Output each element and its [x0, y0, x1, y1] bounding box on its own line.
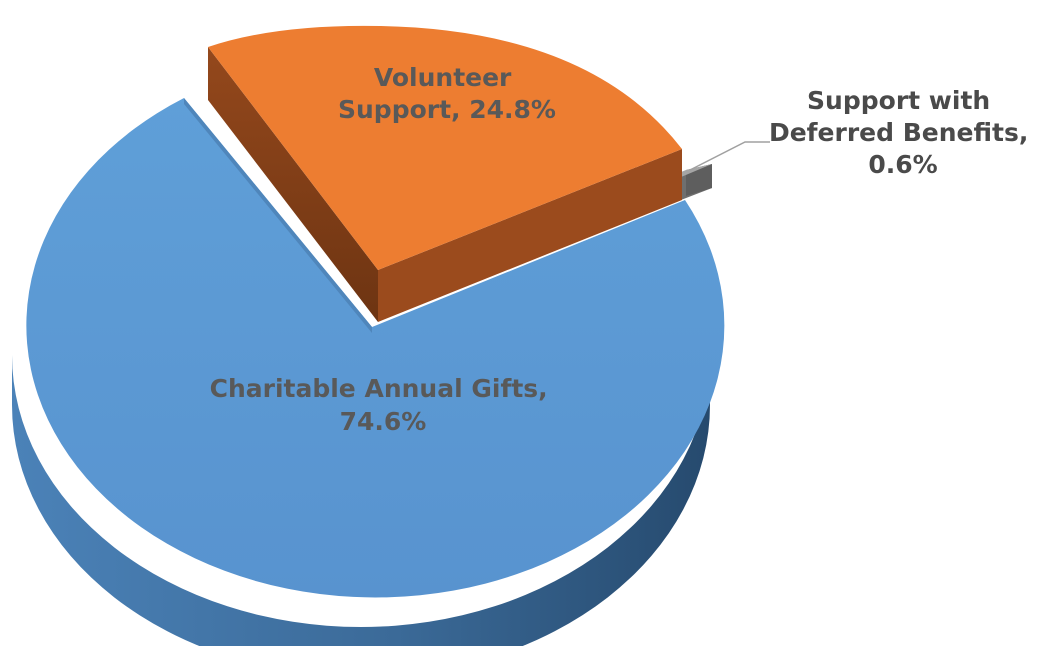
- slice-volunteer-support: [208, 25, 682, 322]
- slice-charitable-annual-gifts: [12, 98, 725, 646]
- label-support-deferred-benefits-line3: 0.6%: [868, 150, 937, 179]
- label-volunteer-support-line1: Volunteer: [374, 63, 512, 92]
- label-charitable-annual-gifts-line1: Charitable Annual Gifts,: [210, 374, 548, 403]
- slice-charitable-annual-gifts-edge: [184, 98, 372, 333]
- slice-volunteer-support-left-wall: [208, 47, 378, 322]
- label-support-deferred-benefits-line1: Support with: [807, 86, 990, 115]
- label-volunteer-support-line2: Support, 24.8%: [338, 95, 556, 124]
- slice-volunteer-support-top: [208, 25, 682, 271]
- label-charitable-annual-gifts-line2: 74.6%: [340, 407, 427, 436]
- slice-volunteer-support-right-wall: [378, 149, 682, 322]
- deferred-benefits-leader-line: [689, 141, 770, 171]
- label-charitable-annual-gifts: Charitable Annual Gifts, 74.6%: [210, 374, 557, 436]
- label-volunteer-support: Volunteer Support, 24.8%: [338, 63, 556, 124]
- label-support-deferred-benefits: Support with Deferred Benefits, 0.6%: [769, 86, 1037, 179]
- slice-charitable-annual-gifts-top: [26, 98, 725, 598]
- label-support-deferred-benefits-line2: Deferred Benefits,: [769, 118, 1028, 147]
